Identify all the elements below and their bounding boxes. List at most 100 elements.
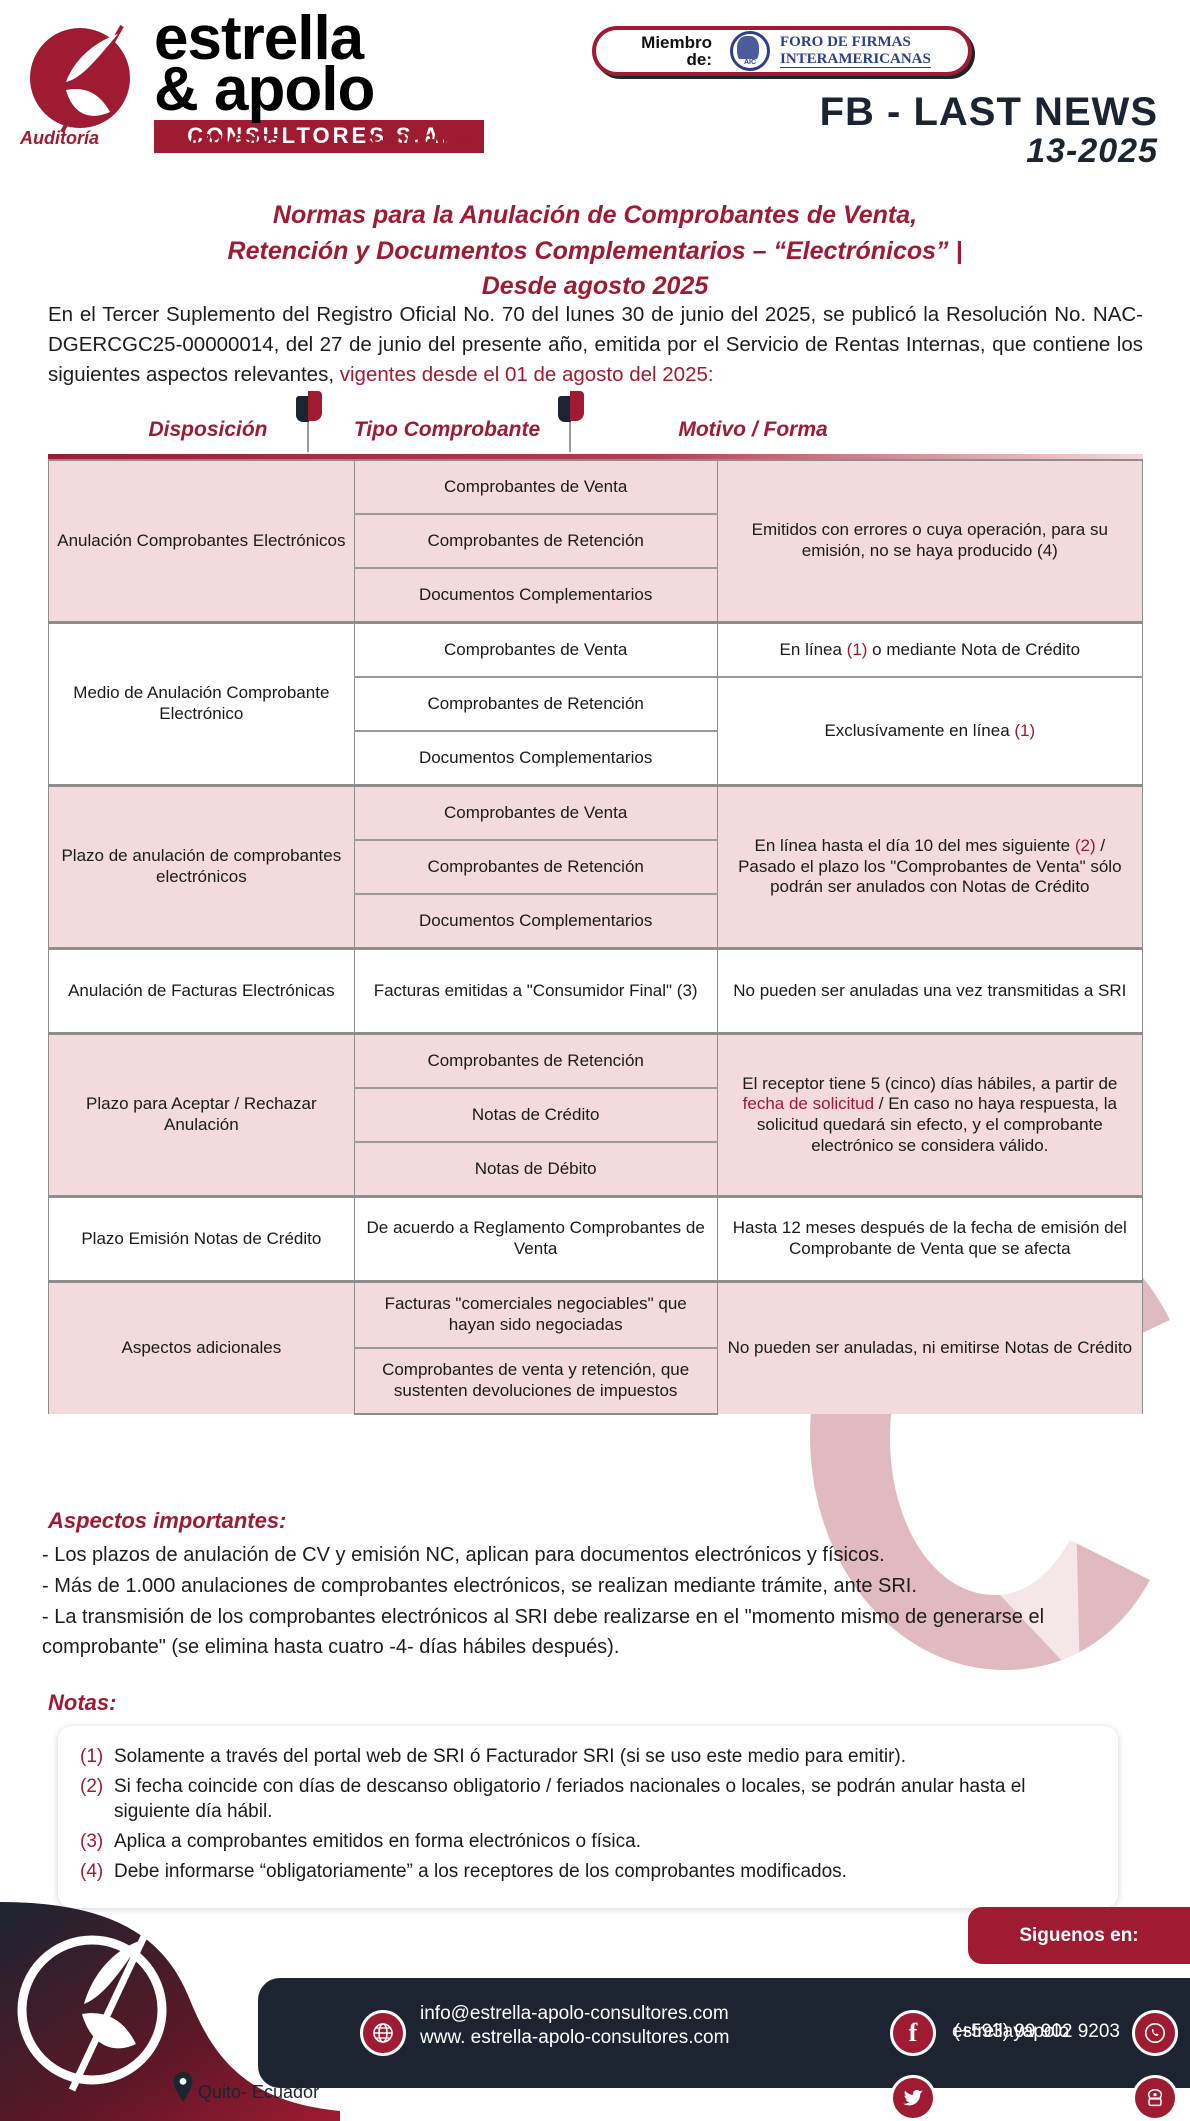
member-label: Miembro de: <box>626 34 712 68</box>
footer-whatsapp-number[interactable]: (+593) 99 902 9203 <box>953 2021 1120 2042</box>
aspecto-item: - Los plazos de anulación de CV y emisió… <box>42 1544 885 1566</box>
nota-item: (2) Si fecha coincide con días de descans… <box>80 1774 1092 1825</box>
nota-item: (4) Debe informarse “obligatoriamente” a … <box>80 1859 1092 1885</box>
column-header-motivo: Motivo / Forma <box>678 418 828 441</box>
footer-facebook-handle[interactable]: estrellayapolo <box>952 2021 1070 2042</box>
page-footer: Siguenos en: info@estrella-apolo-consult… <box>0 1880 1190 2121</box>
aspecto-item: - Más de 1.000 anulaciones de comprobant… <box>42 1574 917 1597</box>
table-row: Documentos Complementarios <box>49 567 1143 623</box>
aspectos-heading: Aspectos importantes: <box>48 1508 287 1533</box>
table-top-rule <box>48 454 1143 459</box>
cell-motivo-forma: Emitidos con errores o cuya operación, p… <box>716 458 1144 623</box>
logo-line-1: estrella <box>154 4 364 73</box>
whatsapp-icon[interactable] <box>1132 2010 1178 2056</box>
cell-tipo-comprobante: Facturas "comerciales negociables" que h… <box>353 1280 718 1348</box>
globe-shape <box>737 36 759 64</box>
cell-motivo-forma: No pueden ser anuladas una vez transmiti… <box>716 947 1144 1034</box>
nota-number: (1) <box>80 1746 104 1767</box>
aspectos-list: - Los plazos de anulación de CV y emisió… <box>42 1540 1147 1663</box>
nota-text: Debe informarse “obligatoriamente” a los… <box>114 1860 847 1882</box>
notas-heading: Notas: <box>48 1690 117 1715</box>
footer-website[interactable]: www. estrella-apolo-consultores.com <box>420 2027 730 2049</box>
foro-line2: INTERAMERICANAS <box>780 50 931 68</box>
cell-tipo-comprobante: Notas de Crédito <box>353 1087 718 1142</box>
estrella-apolo-mark-icon <box>30 25 130 133</box>
nota-text: Solamente a través del portal web de SRI… <box>114 1746 907 1767</box>
footer-email-web[interactable]: info@estrella-apolo-consultores.com www.… <box>420 2002 729 2051</box>
nota-item: (1) Solamente a través del portal web de … <box>80 1744 1092 1770</box>
flag-left-2 <box>558 396 571 422</box>
footer-location: Quito- Ecuador <box>198 2082 320 2102</box>
bookmark-flag-icon-2 <box>554 391 588 452</box>
table-row: Comprobantes de venta y retención, que s… <box>49 1347 1143 1415</box>
table-row: Notas de Débito <box>49 1141 1143 1197</box>
aic-globe-icon: AIC <box>730 31 770 71</box>
phone-icon[interactable] <box>1132 2075 1178 2121</box>
cell-disposicion: Anulación de Facturas Electrónicas <box>48 947 355 1034</box>
cell-tipo-comprobante: Comprobantes de Venta <box>353 621 718 677</box>
flag-pole-1 <box>307 402 309 452</box>
facebook-icon[interactable]: f <box>890 2010 936 2056</box>
table-row: Anulación de Facturas Electrónicas Factur… <box>48 947 1144 1034</box>
cell-disposicion: Plazo para Aceptar / Rechazar Anulación <box>48 1032 355 1197</box>
flag-left-1 <box>296 396 309 422</box>
member-label-line2: de: <box>686 50 713 69</box>
follow-us-badge: Siguenos en: <box>968 1907 1190 1964</box>
cell-tipo-comprobante: Comprobantes de Venta <box>353 784 718 840</box>
table-row: Comprobantes de Retención <box>49 513 1143 568</box>
footer-twitter-handle[interactable]: EstrellaApolo <box>952 2086 1064 2107</box>
column-header-disposicion: Disposición <box>148 418 268 441</box>
intro-paragraph: En el Tercer Suplemento del Registro Ofi… <box>48 300 1143 390</box>
footer-email[interactable]: info@estrella-apolo-consultores.com <box>420 2003 729 2024</box>
logo-services: Auditoría Impuestos Contabilidad <box>20 128 480 149</box>
cell-disposicion: Anulación Comprobantes Electrónicos <box>48 458 355 623</box>
service-impuestos: Impuestos <box>189 128 281 148</box>
cell-disposicion: Aspectos adicionales <box>48 1280 355 1414</box>
flag-pole-2 <box>569 402 571 452</box>
cell-motivo-forma: En línea (1) o mediante Nota de Crédito <box>716 621 1144 677</box>
logo-line-2: & apolo <box>154 54 375 124</box>
title-line-3: Desde agosto 2025 <box>481 272 709 300</box>
bulletin-number: 13-2025 <box>1026 132 1158 170</box>
cell-tipo-comprobante: De acuerdo a Reglamento Comprobantes de … <box>353 1195 718 1282</box>
foro-org-name: FORO DE FIRMAS INTERAMERICANAS <box>780 34 931 68</box>
cell-tipo-comprobante: Comprobantes de Retención <box>353 1032 718 1088</box>
table-row: Notas de Crédito <box>49 1087 1143 1142</box>
aic-abbrev: AIC <box>733 59 767 67</box>
nota-text: Si fecha coincide con días de descanso o… <box>114 1775 1026 1823</box>
location-pin-icon <box>173 2072 193 2102</box>
title-line-2: Retención y Documentos Complementarios –… <box>227 236 963 265</box>
cell-tipo-comprobante: Comprobantes de Retención <box>353 513 718 568</box>
motivo-reference: (1) <box>1014 720 1036 740</box>
logo-consultores-bar: CONSULTORES S.A. <box>154 119 484 153</box>
footer-contact-panel <box>258 1978 1190 2088</box>
page-title: Normas para la Anulación de Comprobantes… <box>60 198 1130 305</box>
globe-icon[interactable] <box>360 2010 406 2056</box>
footer-phone-number[interactable]: (+593) 2 252 8693 <box>964 2086 1120 2107</box>
intro-body: En el Tercer Suplemento del Registro Ofi… <box>48 303 1143 387</box>
cell-motivo-forma: Hasta 12 meses después de la fecha de em… <box>716 1195 1144 1282</box>
cell-motivo-forma: El receptor tiene 5 (cinco) días hábiles… <box>716 1032 1144 1197</box>
footer-swoosh-graphic <box>0 1902 340 2121</box>
motivo-reference: fecha de solicitud <box>742 1094 875 1114</box>
flag-right-2 <box>570 391 584 421</box>
company-logo: estrella & apolo CONSULTORES S.A. <box>22 4 542 174</box>
table-row: Plazo Emisión Notas de Crédito De acuerdo… <box>48 1195 1144 1282</box>
foro-line1: FORO DE FIRMAS <box>780 34 911 51</box>
table-row: Documentos Complementarios <box>49 893 1143 949</box>
cell-tipo-comprobante: Comprobantes de Retención <box>353 676 718 731</box>
nota-number: (3) <box>80 1830 104 1852</box>
table-row: Comprobantes de Retención Exclusívamente … <box>49 676 1144 786</box>
table-header-row: Disposición Tipo Comprobante Motivo / Fo… <box>48 391 1143 458</box>
intro-highlight: vigentes desde el 01 de agosto del 2025: <box>339 363 714 387</box>
member-badge: Miembro de: AIC FORO DE FIRMAS INTERAMER… <box>592 26 972 76</box>
motivo-reference: (1) <box>846 639 868 659</box>
table-row: Anulación Comprobantes Electrónicos Compr… <box>48 458 1144 623</box>
table-row: Plazo de anulación de comprobantes elect… <box>48 784 1144 949</box>
cell-motivo-forma: Exclusívamente en línea (1) <box>716 676 1144 786</box>
cell-tipo-comprobante: Comprobantes de venta y retención, que s… <box>353 1347 718 1415</box>
column-header-tipo: Tipo Comprobante <box>353 418 541 441</box>
twitter-icon[interactable] <box>890 2075 936 2121</box>
bookmark-flag-icon-1 <box>292 391 326 452</box>
nota-item: (3) Aplica a comprobantes emitidos en for… <box>80 1829 1092 1855</box>
